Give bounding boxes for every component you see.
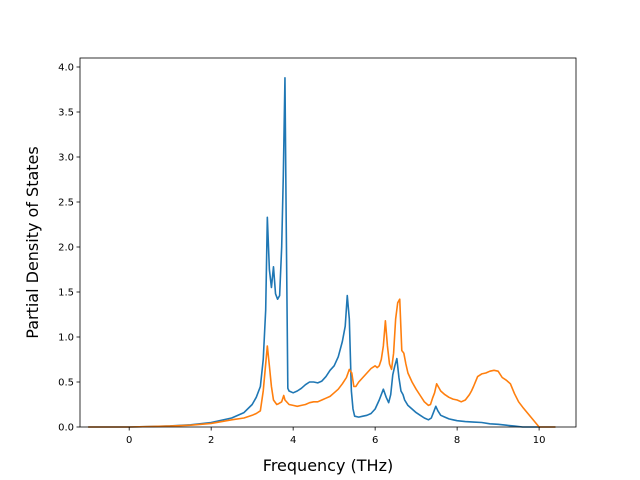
- series-layer: [88, 77, 556, 428]
- x-tick-label: 4: [290, 435, 296, 446]
- y-tick-label: 2.5: [58, 198, 74, 209]
- y-tick-label: 4.0: [58, 63, 74, 74]
- y-tick-label: 2.0: [58, 243, 74, 254]
- y-tick-label: 1.5: [58, 288, 74, 299]
- plot-frame: [79, 57, 577, 428]
- y-tick-label: 1.0: [58, 333, 74, 344]
- x-tick-label: 6: [372, 435, 378, 446]
- y-axis-label: Partial Density of States: [23, 146, 42, 338]
- y-tick-label: 3.0: [58, 153, 74, 164]
- x-ticks: 0 2 4 6 8 10: [126, 427, 545, 446]
- x-tick-label: 0: [126, 435, 132, 446]
- x-tick-label: 8: [454, 435, 460, 446]
- x-tick-label: 2: [208, 435, 214, 446]
- x-tick-label: 10: [533, 435, 546, 446]
- series-line-2: [88, 298, 556, 428]
- y-ticks: 0.0 0.5 1.0 1.5 2.0 2.5 3.0 3.5 4.0: [58, 63, 80, 434]
- series-line-1: [88, 77, 556, 428]
- x-axis-label: Frequency (THz): [263, 456, 393, 475]
- y-tick-label: 0.0: [58, 423, 74, 434]
- y-tick-label: 0.5: [58, 378, 74, 389]
- y-tick-label: 3.5: [58, 108, 74, 119]
